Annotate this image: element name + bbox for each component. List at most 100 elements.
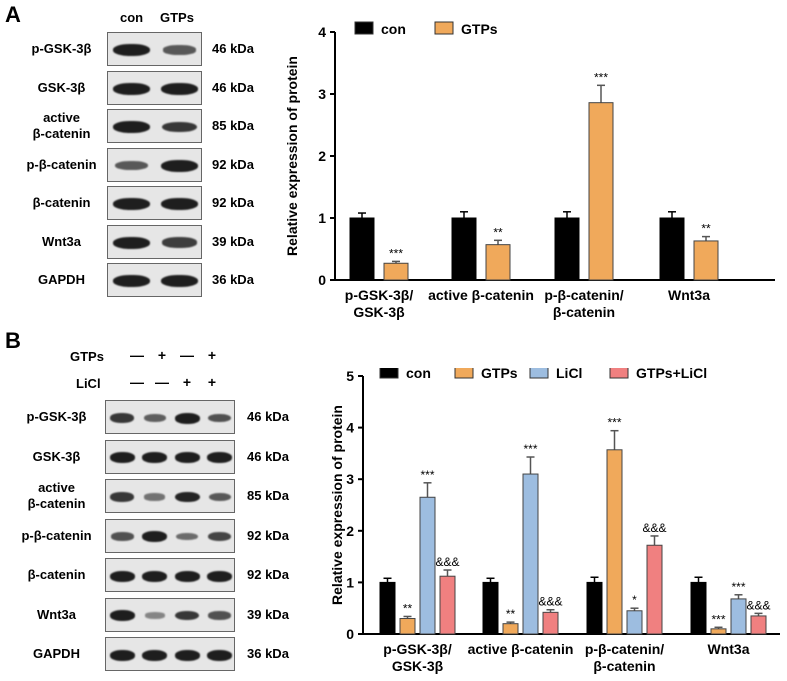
blot-band bbox=[109, 452, 135, 463]
y-tick-label: 2 bbox=[346, 523, 354, 539]
blot-band bbox=[161, 237, 197, 248]
blot-strip bbox=[107, 32, 202, 66]
legend-label: con bbox=[406, 368, 431, 381]
treatment-sign: — bbox=[155, 374, 169, 390]
legend-swatch bbox=[529, 368, 549, 379]
y-tick-label: 0 bbox=[318, 272, 326, 288]
significance-mark: *** bbox=[389, 246, 403, 260]
blot-strip bbox=[107, 70, 202, 105]
blot-label: Wnt3a bbox=[37, 606, 76, 622]
blot-band bbox=[113, 236, 151, 249]
blot-label: active β-catenin bbox=[27, 480, 86, 511]
blot-strip bbox=[105, 518, 235, 553]
legend-label: LiCl bbox=[556, 368, 582, 381]
blot-strip bbox=[105, 479, 235, 513]
y-tick-label: 3 bbox=[318, 86, 326, 102]
treatment-sign: — bbox=[180, 347, 194, 363]
blot-kda: 92 kDa bbox=[247, 567, 289, 582]
blot-band bbox=[160, 159, 198, 172]
y-tick-label: 4 bbox=[318, 24, 326, 40]
significance-mark: *** bbox=[711, 612, 725, 626]
blot-band bbox=[176, 532, 199, 541]
bar bbox=[485, 244, 511, 281]
treatment-sign: + bbox=[157, 347, 167, 363]
blot-band bbox=[113, 275, 151, 287]
bar bbox=[606, 449, 623, 635]
significance-mark: *** bbox=[420, 468, 434, 482]
bar bbox=[588, 102, 614, 281]
blot-label: GAPDH bbox=[33, 646, 80, 661]
blot-band bbox=[175, 610, 200, 621]
blot-kda: 46 kDa bbox=[247, 448, 289, 464]
blot-label: p-β-catenin bbox=[21, 527, 92, 543]
treatment-sign: — bbox=[130, 374, 144, 390]
blot-band bbox=[207, 452, 233, 463]
legend-swatch bbox=[379, 368, 399, 379]
treatment-label: LiCl bbox=[76, 376, 101, 391]
bar bbox=[690, 581, 707, 635]
significance-mark: &&& bbox=[642, 521, 666, 535]
blot-label: p-β-catenin bbox=[26, 156, 97, 172]
bar bbox=[554, 217, 580, 281]
blot-kda: 92 kDa bbox=[212, 195, 254, 210]
legend-label: GTPs bbox=[481, 368, 518, 381]
blot-label: GAPDH bbox=[38, 272, 85, 287]
blot-kda: 46 kDa bbox=[212, 79, 254, 95]
blot-band bbox=[144, 493, 166, 501]
blot-label: β-catenin bbox=[27, 567, 86, 582]
blot-band bbox=[143, 414, 166, 422]
blot-label: p-GSK-3β bbox=[26, 409, 87, 424]
bar bbox=[730, 598, 747, 635]
blot-band bbox=[208, 492, 231, 502]
legend-swatch bbox=[354, 21, 374, 35]
category-label: Wnt3a bbox=[668, 287, 710, 303]
lane-header-gtps: GTPs bbox=[160, 10, 194, 25]
blot-band bbox=[110, 532, 134, 541]
blot-strip bbox=[107, 186, 202, 220]
blot-label: GSK-3β bbox=[32, 448, 81, 464]
category-label: active β-catenin bbox=[468, 641, 574, 657]
blot-kda: 92 kDa bbox=[247, 527, 289, 543]
blot-strip bbox=[107, 263, 202, 297]
blot-band bbox=[109, 570, 135, 582]
y-tick-label: 4 bbox=[346, 420, 354, 436]
blot-strip bbox=[105, 439, 235, 474]
legend-label: con bbox=[381, 21, 406, 37]
significance-mark: ** bbox=[506, 607, 516, 621]
blot-strip bbox=[107, 224, 202, 259]
bar bbox=[349, 217, 375, 281]
category-label: active β-catenin bbox=[428, 287, 534, 303]
blot-strip bbox=[105, 637, 235, 671]
treatment-sign: — bbox=[130, 347, 144, 363]
blot-kda: 85 kDa bbox=[212, 118, 254, 133]
legend-label: GTPs bbox=[461, 21, 498, 37]
bar bbox=[419, 496, 436, 635]
blot-band bbox=[113, 44, 151, 56]
blot-kda: 46 kDa bbox=[212, 41, 254, 56]
bar bbox=[379, 581, 396, 635]
blot-band bbox=[142, 570, 168, 582]
significance-mark: ** bbox=[701, 222, 711, 236]
lane-header-con: con bbox=[120, 10, 144, 25]
blot-kda: 39 kDa bbox=[247, 606, 289, 622]
treatment-sign: + bbox=[207, 347, 217, 363]
panel-a-bar-chart: 0 1 2 3 4 Relative expression of protein con GT… bbox=[284, 21, 775, 320]
bar bbox=[482, 581, 499, 635]
blot-band bbox=[208, 413, 232, 423]
blot-kda: 85 kDa bbox=[247, 488, 289, 503]
blot-band bbox=[174, 570, 200, 582]
significance-mark: *** bbox=[523, 442, 537, 456]
blot-band bbox=[174, 649, 200, 661]
blot-band bbox=[162, 45, 196, 55]
treatment-label: GTPs bbox=[70, 349, 104, 364]
significance-mark: &&& bbox=[435, 555, 459, 569]
blot-band bbox=[113, 82, 151, 95]
significance-mark: *** bbox=[594, 70, 608, 84]
blot-label: active β-catenin bbox=[32, 110, 91, 141]
blot-strip bbox=[105, 558, 235, 592]
blot-band bbox=[160, 198, 198, 210]
bar bbox=[502, 623, 519, 635]
legend-label: GTPs+LiCl bbox=[636, 368, 707, 381]
legend-swatch bbox=[609, 368, 629, 379]
blot-band bbox=[174, 412, 200, 424]
